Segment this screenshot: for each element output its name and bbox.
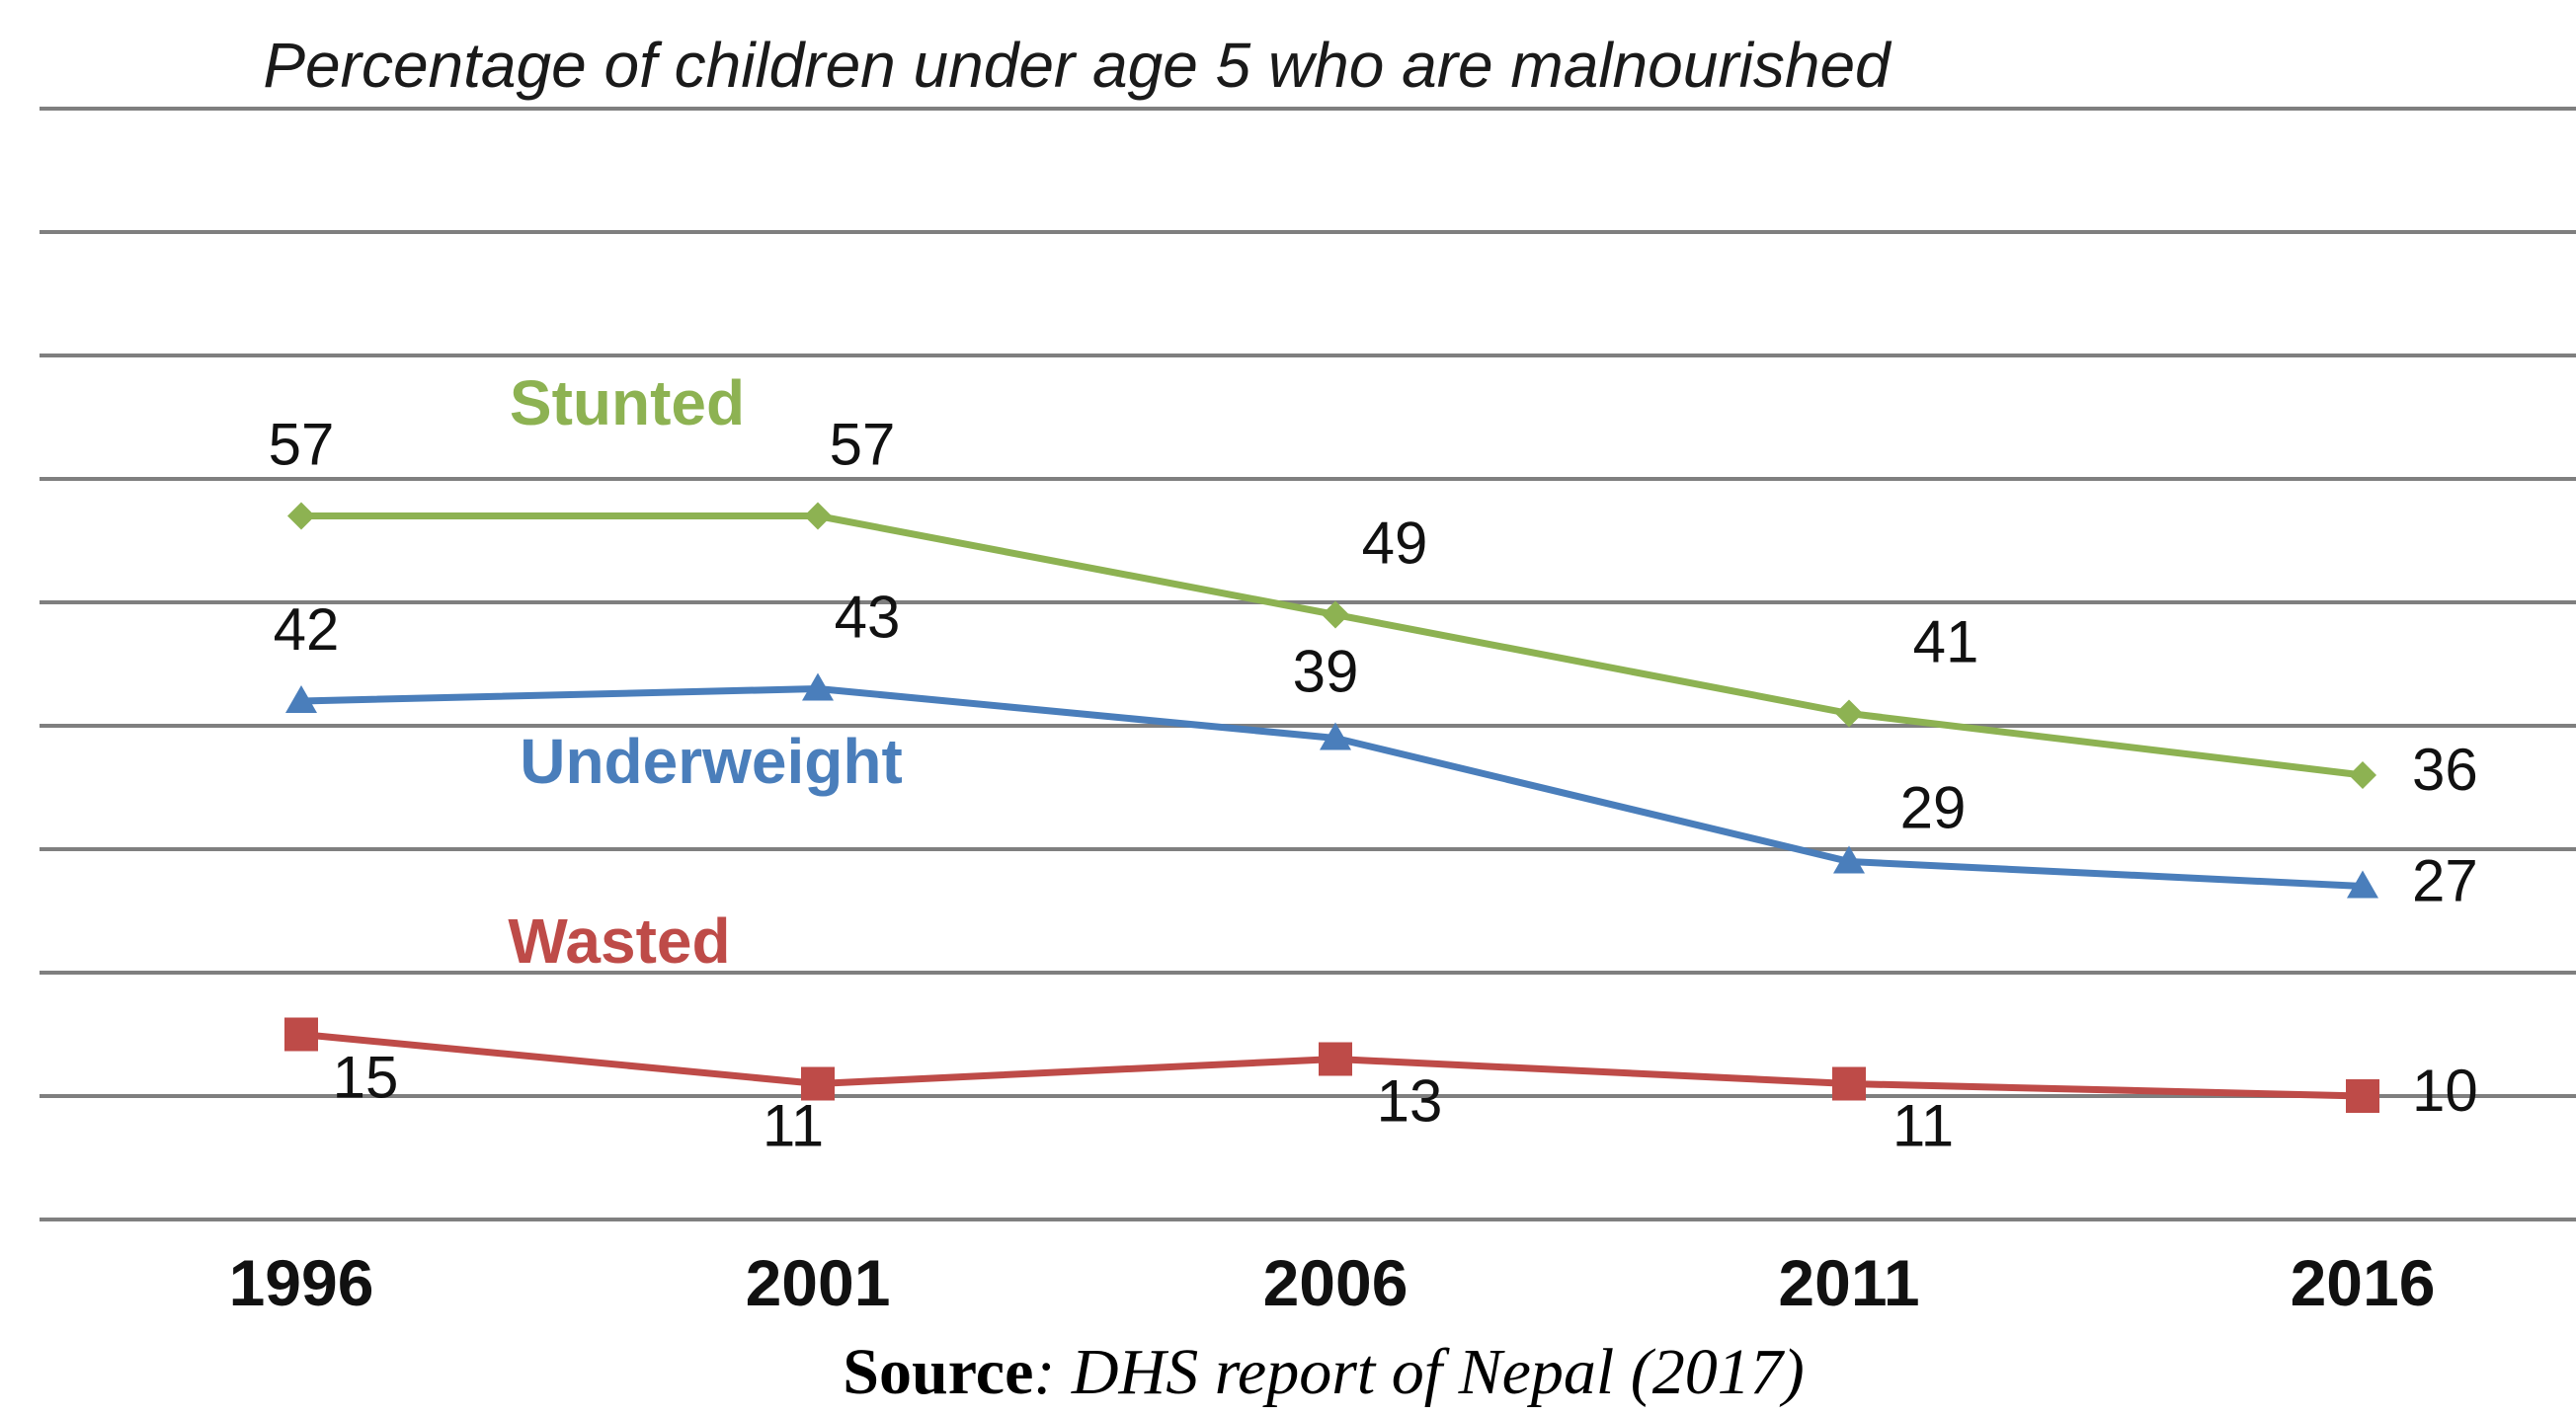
point-underweight: [802, 672, 834, 701]
data-label: 57: [830, 412, 896, 478]
point-stunted: [1322, 600, 1349, 629]
data-label: 13: [1377, 1068, 1443, 1135]
x-tick-label: 2011: [1778, 1246, 1919, 1319]
point-stunted: [2349, 761, 2376, 789]
source-caption: Source: DHS report of Nepal (2017): [0, 1335, 2576, 1410]
data-label: 11: [763, 1093, 824, 1159]
data-label: 43: [835, 585, 901, 651]
data-label: 41: [1913, 609, 1979, 675]
point-wasted: [1832, 1066, 1866, 1101]
data-label: 29: [1900, 775, 1967, 841]
point-wasted: [2346, 1079, 2379, 1113]
x-tick-label: 2006: [1263, 1246, 1409, 1319]
data-labels: 57 57 49 41 36 42 43 39 29 27 15 11 13 11 10 Stunted Und…: [269, 367, 2478, 1159]
data-label: 49: [1362, 511, 1428, 577]
point-stunted: [287, 502, 315, 530]
data-label: 15: [333, 1045, 399, 1111]
point-wasted: [284, 1017, 318, 1052]
gridlines: [40, 107, 2576, 1221]
data-label: 11: [1892, 1093, 1954, 1159]
x-tick-label: 1996: [229, 1246, 374, 1319]
data-label: 42: [274, 596, 340, 663]
x-tick-label: 2016: [2291, 1246, 2436, 1319]
point-underweight: [1833, 845, 1865, 874]
point-stunted: [804, 502, 832, 530]
point-wasted: [801, 1066, 835, 1101]
point-underweight: [2347, 870, 2378, 899]
point-underweight: [1320, 722, 1351, 750]
series-label-stunted: Stunted: [510, 367, 745, 438]
source-text: : DHS report of Nepal (2017): [1033, 1336, 1805, 1408]
chart-title: Percentage of children under age 5 who a…: [263, 30, 1891, 101]
source-label: Source: [843, 1336, 1034, 1408]
data-label: 39: [1293, 639, 1359, 705]
series-layer: [284, 502, 2379, 1113]
point-wasted: [1319, 1042, 1352, 1076]
data-label: 27: [2412, 848, 2478, 914]
point-stunted: [1835, 699, 1863, 728]
point-underweight: [285, 685, 317, 713]
data-label: 36: [2412, 737, 2478, 803]
series-label-wasted: Wasted: [508, 905, 730, 977]
x-tick-label: 2001: [746, 1246, 891, 1319]
series-label-underweight: Underweight: [520, 726, 903, 797]
data-label: 57: [269, 412, 335, 478]
x-axis: 1996 2001 2006 2011 2016: [229, 1246, 2436, 1319]
data-label: 10: [2412, 1058, 2478, 1124]
